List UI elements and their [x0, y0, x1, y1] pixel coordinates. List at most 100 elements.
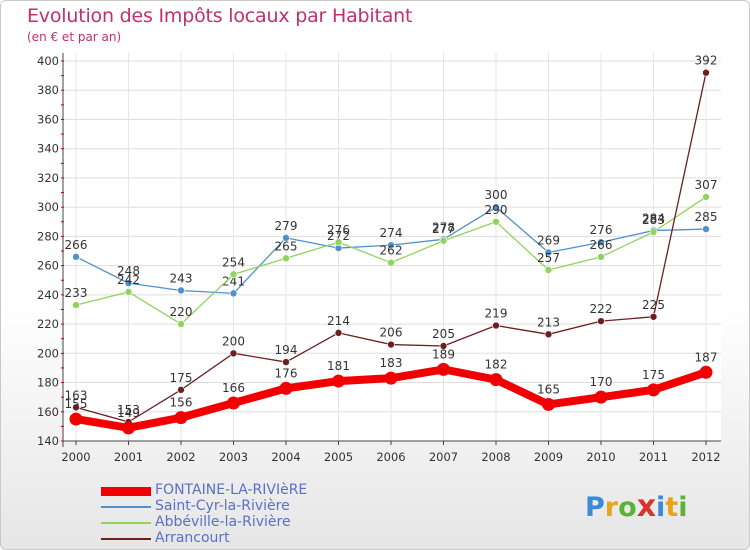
data-label: 156	[170, 396, 193, 410]
data-label: 153	[117, 403, 140, 417]
data-label: 187	[695, 350, 718, 364]
data-point	[227, 396, 240, 410]
data-point	[492, 321, 500, 330]
data-label: 233	[65, 286, 88, 300]
data-point	[177, 386, 185, 394]
data-label: 222	[590, 302, 613, 316]
data-point	[229, 349, 238, 358]
data-point	[387, 241, 395, 249]
data-point	[649, 228, 658, 236]
x-tick-label: 2008	[481, 450, 510, 464]
data-point	[124, 288, 133, 296]
x-tick-label: 2000	[61, 450, 90, 464]
data-label: 220	[170, 305, 193, 319]
y-tick-label: 320	[37, 171, 59, 185]
y-tick-label: 300	[37, 200, 59, 214]
data-point	[387, 258, 395, 267]
logo-letter: r	[604, 492, 619, 523]
data-point	[439, 236, 448, 245]
y-tick-label: 220	[37, 317, 59, 331]
logo-letter: P	[585, 492, 605, 523]
y-tick-label: 180	[37, 376, 59, 390]
data-label: 214	[327, 314, 350, 328]
data-label: 285	[695, 210, 718, 224]
data-label: 257	[537, 251, 560, 265]
x-tick-label: 2002	[166, 450, 195, 464]
y-tick-label: 200	[37, 346, 59, 360]
data-point	[174, 411, 188, 425]
data-point	[597, 317, 605, 325]
x-tick-label: 2010	[586, 450, 615, 464]
data-label: 266	[65, 238, 88, 252]
x-tick-label: 2004	[271, 450, 300, 464]
y-tick-label: 140	[37, 434, 59, 448]
data-label: 200	[222, 334, 245, 348]
data-point	[282, 254, 290, 263]
data-label: 205	[432, 327, 455, 341]
x-tick-label: 2006	[376, 450, 405, 464]
data-point	[72, 403, 80, 412]
data-label: 254	[222, 255, 245, 269]
data-point	[124, 279, 133, 287]
data-label: 248	[117, 264, 140, 278]
data-label: 392	[695, 54, 718, 68]
y-tick-label: 240	[37, 288, 59, 302]
y-tick-label: 340	[37, 142, 59, 156]
data-point	[387, 340, 395, 349]
data-point	[332, 374, 345, 388]
data-point	[69, 412, 83, 426]
data-point	[282, 234, 290, 242]
x-tick-label: 2007	[429, 450, 458, 464]
data-point	[544, 266, 553, 274]
data-label: 189	[432, 347, 455, 361]
y-tick-label: 360	[37, 112, 59, 126]
logo-letter: t	[665, 492, 679, 523]
data-label: 149	[117, 406, 140, 420]
logo-letter: x	[636, 489, 657, 524]
data-label: 243	[170, 271, 193, 285]
data-point	[122, 421, 135, 435]
y-tick-label: 280	[37, 229, 59, 243]
data-label: 183	[380, 356, 403, 370]
data-label: 166	[222, 381, 245, 395]
data-label: 284	[642, 212, 665, 226]
data-label: 307	[695, 178, 718, 192]
data-label: 165	[537, 382, 560, 396]
data-point	[647, 383, 660, 397]
y-tick-label: 400	[37, 54, 59, 68]
data-label: 182	[485, 358, 508, 372]
data-point	[492, 203, 500, 211]
x-tick-label: 2011	[639, 450, 668, 464]
data-label: 242	[117, 273, 140, 287]
data-point	[177, 286, 185, 295]
data-point	[544, 248, 553, 257]
data-label: 206	[380, 326, 403, 340]
chart-subtitle: (en € et par an)	[27, 30, 122, 44]
y-tick-label: 160	[37, 405, 59, 419]
data-label: 266	[590, 238, 613, 252]
x-tick-label: 2005	[324, 450, 353, 464]
data-label: 241	[222, 274, 245, 288]
legend-label-abbeville: Abbéville-la-Rivière	[155, 514, 291, 530]
data-point	[702, 225, 710, 233]
data-label: 269	[537, 233, 560, 247]
y-tick-label: 260	[37, 259, 59, 273]
logo-letter: o	[618, 492, 637, 523]
legend-swatch-saint-cyr	[101, 506, 151, 508]
data-point	[437, 362, 450, 376]
data-label: 175	[642, 368, 665, 382]
y-tick-label: 380	[37, 83, 59, 97]
data-label: 290	[485, 203, 508, 217]
data-point	[544, 330, 553, 339]
data-point	[334, 329, 343, 337]
data-label: 262	[380, 244, 403, 258]
data-label: 265	[275, 239, 298, 253]
data-label: 175	[170, 371, 193, 385]
x-tick-label: 2001	[114, 450, 143, 464]
data-point	[702, 68, 710, 77]
data-point	[542, 397, 555, 411]
data-point	[334, 238, 343, 247]
data-label: 274	[380, 226, 403, 240]
data-label: 155	[65, 397, 88, 411]
